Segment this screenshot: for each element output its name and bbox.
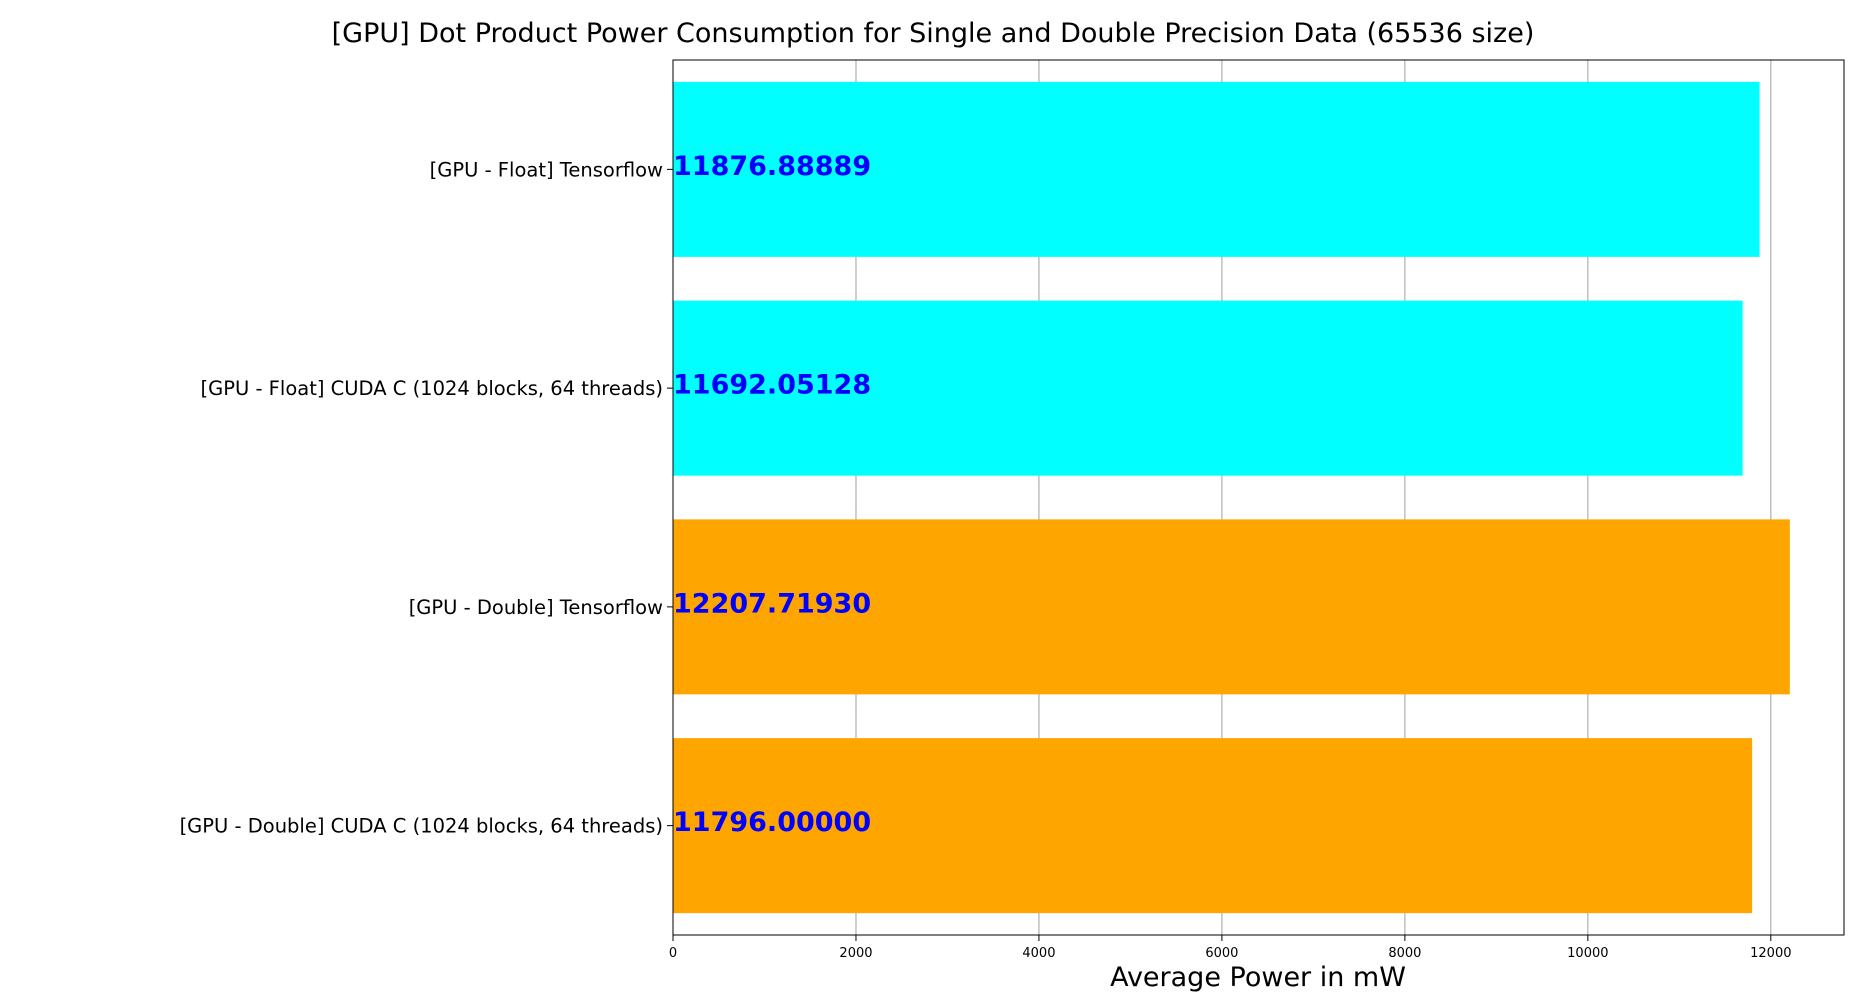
y-axis: [GPU - Float] Tensorflow [GPU - Float] CU… [180, 158, 673, 838]
category-label: [GPU - Double] Tensorflow [409, 596, 663, 619]
data-label: 12207.71930 [673, 588, 871, 619]
chart-title: [GPU] Dot Product Power Consumption for … [332, 18, 1535, 49]
data-label: 11876.88889 [673, 151, 871, 182]
x-axis: 0 2000 4000 6000 8000 10000 12000 [669, 935, 1791, 961]
x-tick-label: 12000 [1750, 946, 1791, 961]
category-label: [GPU - Float] Tensorflow [430, 158, 663, 181]
bar [673, 81, 1760, 257]
x-tick-label: 8000 [1388, 946, 1421, 961]
bar [673, 519, 1790, 695]
x-tick-label: 0 [669, 946, 677, 961]
data-labels: 11876.88889 11692.05128 12207.71930 11796.0… [673, 151, 871, 838]
bars [673, 81, 1790, 914]
bar [673, 300, 1743, 476]
x-tick-label: 6000 [1205, 946, 1238, 961]
bar [673, 738, 1753, 914]
data-label: 11796.00000 [673, 807, 871, 838]
category-label: [GPU - Double] CUDA C (1024 blocks, 64 t… [180, 815, 663, 838]
x-axis-label: Average Power in mW [1110, 962, 1406, 993]
data-label: 11692.05128 [673, 370, 871, 401]
category-label: [GPU - Float] CUDA C (1024 blocks, 64 th… [201, 377, 664, 400]
x-tick-label: 2000 [839, 946, 872, 961]
x-tick-label: 10000 [1567, 946, 1608, 961]
plot-frame [672, 59, 1845, 936]
x-tick-label: 4000 [1022, 946, 1055, 961]
